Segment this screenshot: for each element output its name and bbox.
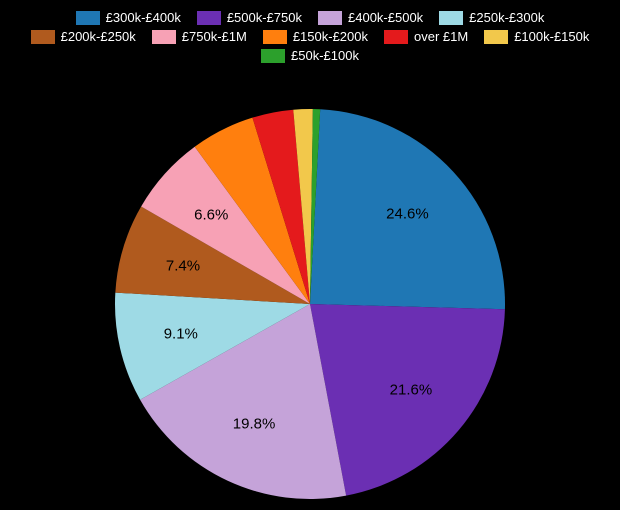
legend: £300k-£400k £500k-£750k £400k-£500k £250k-£… — [0, 0, 620, 69]
slice-label: 9.1% — [164, 325, 198, 342]
legend-swatch — [31, 30, 55, 44]
legend-item: £200k-£250k — [31, 29, 136, 44]
legend-label: £300k-£400k — [106, 10, 181, 25]
slice-label: 19.8% — [233, 416, 276, 433]
legend-item: £250k-£300k — [439, 10, 544, 25]
legend-label: £750k-£1M — [182, 29, 247, 44]
slice-label: 21.6% — [390, 382, 433, 399]
legend-swatch — [197, 11, 221, 25]
legend-item: £500k-£750k — [197, 10, 302, 25]
legend-item: £400k-£500k — [318, 10, 423, 25]
legend-swatch — [261, 49, 285, 63]
pie-chart: 24.6% 21.6% 19.8% 9.1% 7.4% 6.6% — [0, 69, 620, 509]
legend-item: over £1M — [384, 29, 468, 44]
legend-item: £150k-£200k — [263, 29, 368, 44]
legend-swatch — [152, 30, 176, 44]
legend-label: £400k-£500k — [348, 10, 423, 25]
legend-item: £300k-£400k — [76, 10, 181, 25]
legend-label: £250k-£300k — [469, 10, 544, 25]
slice-label: 24.6% — [386, 206, 429, 223]
legend-label: £100k-£150k — [514, 29, 589, 44]
legend-swatch — [439, 11, 463, 25]
legend-label: £500k-£750k — [227, 10, 302, 25]
legend-swatch — [318, 11, 342, 25]
legend-item: £50k-£100k — [261, 48, 359, 63]
legend-item: £750k-£1M — [152, 29, 247, 44]
legend-swatch — [384, 30, 408, 44]
slice-label: 6.6% — [194, 207, 228, 224]
slice-label: 7.4% — [166, 257, 200, 274]
legend-label: over £1M — [414, 29, 468, 44]
legend-swatch — [263, 30, 287, 44]
legend-item: £100k-£150k — [484, 29, 589, 44]
legend-label: £150k-£200k — [293, 29, 368, 44]
legend-swatch — [76, 11, 100, 25]
legend-swatch — [484, 30, 508, 44]
legend-label: £50k-£100k — [291, 48, 359, 63]
legend-label: £200k-£250k — [61, 29, 136, 44]
